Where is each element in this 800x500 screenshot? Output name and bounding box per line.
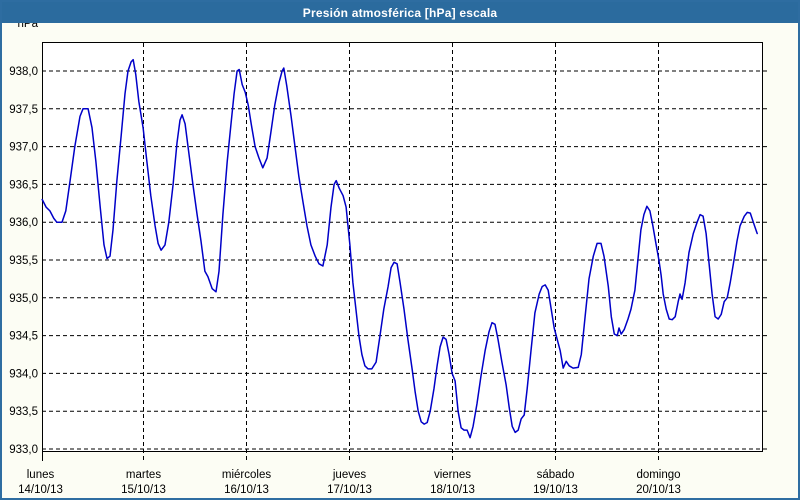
x-date-label: 15/10/13 (121, 484, 166, 496)
y-tick-label: 933,5 (9, 406, 38, 418)
chart-title: Presión atmosférica [hPa] escala (302, 5, 498, 20)
y-tick-label: 935,0 (9, 293, 38, 305)
titlebar: Presión atmosférica [hPa] escala (2, 2, 798, 23)
y-tick-label: 936,5 (9, 179, 38, 191)
y-axis-unit-label: hPa (18, 23, 39, 30)
x-date-label: 16/10/13 (224, 484, 269, 496)
pressure-chart-svg: 938,0 937,5 937,0 936,5 936,0 935,5 935,0 934,5… (9, 18, 770, 496)
y-tick-label: 934,0 (9, 368, 38, 380)
x-day-label: miércoles (222, 469, 271, 481)
pressure-line-series (41, 58, 758, 439)
x-day-label: domingo (636, 469, 680, 481)
y-tick-label: 934,5 (9, 331, 38, 343)
y-tick-label: 933,0 (9, 444, 38, 456)
y-tick-label: 935,5 (9, 255, 38, 267)
x-day-label: viernes (434, 469, 471, 481)
x-date-label: 14/10/13 (18, 484, 63, 496)
plot-border (42, 42, 763, 461)
x-day-label: jueves (332, 469, 366, 481)
x-day-label: martes (126, 469, 161, 481)
x-day-label: sábado (537, 469, 575, 481)
y-tick-label: 937,5 (9, 104, 38, 116)
plot-area (42, 42, 763, 452)
y-tick-label: 938,0 (9, 66, 38, 78)
x-date-label: 18/10/13 (430, 484, 475, 496)
y-tick-label: 936,0 (9, 217, 38, 229)
x-date-label: 20/10/13 (636, 484, 681, 496)
x-day-label: lunes (27, 469, 55, 481)
x-date-label: 19/10/13 (533, 484, 578, 496)
x-date-label: 17/10/13 (327, 484, 372, 496)
y-tick-label: 937,0 (9, 142, 38, 154)
chart-canvas: 938,0 937,5 937,0 936,5 936,0 935,5 935,0 934,5… (2, 18, 798, 498)
